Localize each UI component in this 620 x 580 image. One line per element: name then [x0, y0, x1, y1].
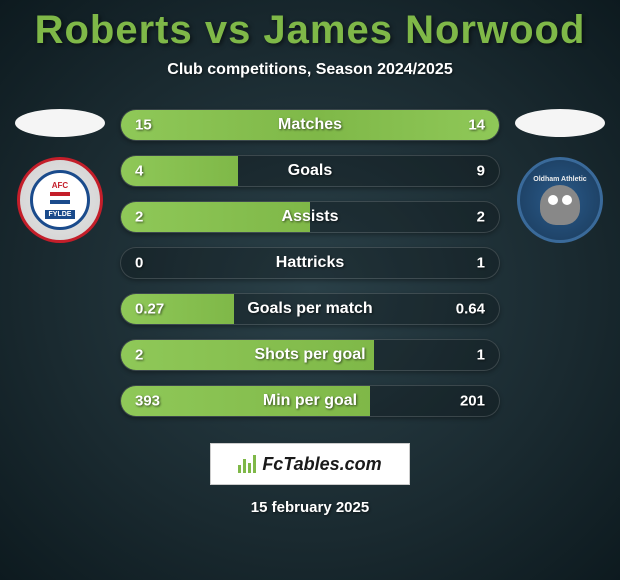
- stat-label: Assists: [282, 208, 339, 226]
- stat-value-right: 9: [477, 163, 485, 180]
- stat-value-right: 14: [468, 117, 485, 134]
- club-right-text: Oldham Athletic: [533, 176, 586, 183]
- stat-row: 4 Goals 9: [120, 155, 500, 187]
- owl-icon: [540, 185, 580, 225]
- stat-label: Shots per goal: [254, 346, 365, 364]
- stat-label: Matches: [278, 116, 342, 134]
- footer-logo-chart-icon: [238, 455, 256, 473]
- stat-label: Hattricks: [276, 254, 344, 272]
- stat-label: Goals: [288, 162, 332, 180]
- club-left-text-top: AFC: [52, 181, 68, 190]
- stat-row: 0 Hattricks 1: [120, 247, 500, 279]
- stat-value-right: 0.64: [456, 301, 485, 318]
- stat-row: 2 Assists 2: [120, 201, 500, 233]
- footer-logo-text: FcTables.com: [262, 454, 381, 475]
- stat-value-left: 393: [135, 393, 160, 410]
- page-title: Roberts vs James Norwood: [0, 0, 620, 53]
- stat-value-right: 1: [477, 255, 485, 272]
- stat-value-left: 2: [135, 347, 143, 364]
- page-subtitle: Club competitions, Season 2024/2025: [0, 61, 620, 79]
- stats-column: 15 Matches 14 4 Goals 9 2 Assists 2 0 Hattricks 1 0.…: [110, 109, 510, 431]
- club-badge-right: Oldham Athletic: [517, 157, 603, 243]
- player-right-column: Oldham Athletic: [510, 109, 610, 243]
- stat-value-left: 15: [135, 117, 152, 134]
- comparison-content: AFC FYLDE 15 Matches 14 4 Goals 9 2 Assists 2 0 Ha…: [0, 109, 620, 431]
- footer-logo: FcTables.com: [210, 443, 410, 485]
- stat-row: 2 Shots per goal 1: [120, 339, 500, 371]
- club-left-text-bottom: FYLDE: [45, 210, 76, 219]
- stat-row: 15 Matches 14: [120, 109, 500, 141]
- stat-value-left: 4: [135, 163, 143, 180]
- stat-value-left: 2: [135, 209, 143, 226]
- club-badge-left: AFC FYLDE: [17, 157, 103, 243]
- stat-label: Goals per match: [247, 300, 372, 318]
- stat-value-left: 0.27: [135, 301, 164, 318]
- stat-label: Min per goal: [263, 392, 357, 410]
- stat-value-right: 1: [477, 347, 485, 364]
- stat-row: 393 Min per goal 201: [120, 385, 500, 417]
- stat-value-left: 0: [135, 255, 143, 272]
- club-badge-left-inner: AFC FYLDE: [30, 170, 90, 230]
- player-left-column: AFC FYLDE: [10, 109, 110, 243]
- stat-value-right: 2: [477, 209, 485, 226]
- player-left-photo-placeholder: [15, 109, 105, 137]
- footer-date: 15 february 2025: [0, 499, 620, 516]
- stat-value-right: 201: [460, 393, 485, 410]
- player-right-photo-placeholder: [515, 109, 605, 137]
- stat-row: 0.27 Goals per match 0.64: [120, 293, 500, 325]
- badge-left-flag-icon: [50, 192, 70, 204]
